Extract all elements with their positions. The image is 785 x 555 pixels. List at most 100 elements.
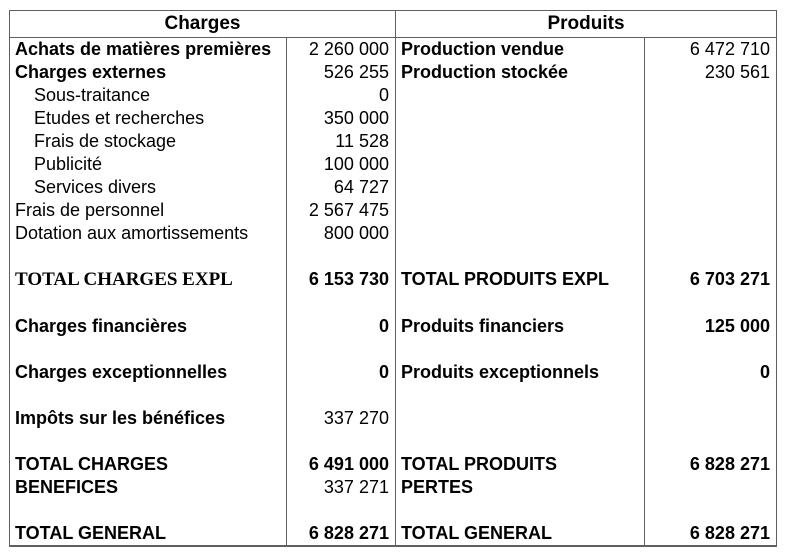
charges-label-cell: TOTAL GENERAL	[10, 521, 288, 545]
produits-label-cell	[396, 498, 646, 522]
produits-label-cell: Production stockée	[396, 61, 646, 85]
produits-label-cell: TOTAL PRODUITS	[396, 452, 646, 476]
charges-value-cell: 2 260 000	[287, 38, 396, 62]
produits-label-cell: Production vendue	[396, 38, 646, 62]
produits-value-cell	[645, 476, 776, 499]
table-row: Services divers 64 727	[10, 176, 776, 200]
charges-label-cell	[10, 245, 288, 269]
produits-value-cell	[645, 222, 776, 245]
produits-label-cell	[396, 176, 646, 200]
income-statement-table: Charges Produits Achats de matières prem…	[9, 10, 777, 547]
table-row: Sous-traitance 0	[10, 84, 776, 108]
table-row: Achats de matières premières 2 260 000 P…	[10, 38, 776, 62]
produits-label-cell	[396, 406, 646, 430]
charges-value-cell: 337 271	[287, 475, 396, 499]
table-row: TOTAL CHARGES 6 491 000 TOTAL PRODUITS 6…	[10, 452, 776, 476]
table-row: Publicité 100 000	[10, 153, 776, 177]
charges-value-cell: 0	[287, 84, 396, 108]
produits-value-cell: 125 000	[704, 315, 770, 336]
charges-value-cell: 64 727	[287, 176, 396, 200]
table-row: Charges externes 526 255 Production stoc…	[10, 61, 776, 85]
charges-label-cell: BENEFICES	[10, 475, 288, 499]
table-row	[10, 337, 776, 361]
produits-label-cell	[396, 429, 646, 453]
produits-label-cell: PERTES	[396, 475, 646, 499]
produits-value-cell: 6 828 271	[689, 522, 770, 543]
produits-value-cell	[645, 430, 776, 453]
produits-value-cell: 6 703 271	[689, 269, 770, 290]
produits-label-cell: Produits financiers	[396, 314, 646, 338]
charges-label-cell: Services divers	[10, 176, 288, 200]
charges-value-cell	[287, 429, 396, 453]
charges-label-cell: Sous-traitance	[10, 84, 288, 108]
table-row: BENEFICES 337 271 PERTES	[10, 475, 776, 499]
charges-label-cell	[10, 383, 288, 407]
charges-value-cell	[287, 337, 396, 361]
charges-value-cell	[287, 245, 396, 269]
produits-label-cell	[396, 107, 646, 131]
produits-label-cell: Produits exceptionnels	[396, 360, 646, 384]
produits-header: Produits	[547, 13, 625, 34]
charges-label-cell	[10, 291, 288, 315]
charges-label-cell: Charges financières	[10, 314, 288, 338]
charges-value-cell	[287, 383, 396, 407]
produits-value-cell	[645, 291, 776, 314]
table-header-row: Charges Produits	[10, 11, 776, 38]
table-row: Charges exceptionnelles 0 Produits excep…	[10, 360, 776, 384]
table-row	[10, 245, 776, 269]
produits-value-cell	[645, 107, 776, 130]
charges-label-cell: Dotation aux amortissements	[10, 222, 288, 246]
table-row	[10, 498, 776, 522]
produits-label-cell	[396, 337, 646, 361]
charges-label-cell: Publicité	[10, 153, 288, 177]
charges-label-cell: Frais de stockage	[10, 130, 288, 154]
produits-label-cell	[396, 199, 646, 223]
table-row: Etudes et recherches 350 000	[10, 107, 776, 131]
produits-label-cell	[396, 84, 646, 108]
table-row: TOTAL GENERAL 6 828 271 TOTAL GENERAL 6 …	[10, 521, 776, 545]
produits-label-cell	[396, 291, 646, 315]
charges-value-cell: 100 000	[287, 153, 396, 177]
charges-label-cell	[10, 498, 288, 522]
charges-value-cell: 2 567 475	[287, 199, 396, 223]
produits-label-cell	[396, 245, 646, 269]
produits-label-cell	[396, 130, 646, 154]
produits-label-cell	[396, 222, 646, 246]
table-row: Charges financières 0 Produits financier…	[10, 314, 776, 338]
charges-value-cell: 800 000	[287, 222, 396, 246]
charges-value-cell: 6 153 730	[287, 268, 396, 292]
produits-value-cell	[645, 130, 776, 153]
charges-value-cell: 0	[287, 360, 396, 384]
table-row: Frais de stockage 11 528	[10, 130, 776, 154]
charges-label-cell	[10, 337, 288, 361]
table-row	[10, 291, 776, 315]
produits-value-cell	[645, 499, 776, 522]
produits-value-cell	[645, 384, 776, 407]
table-row: Frais de personnel 2 567 475	[10, 199, 776, 223]
charges-value-cell: 350 000	[287, 107, 396, 131]
charges-label-cell: Achats de matières premières	[10, 38, 288, 62]
produits-label-cell: TOTAL GENERAL	[396, 521, 646, 545]
charges-label-cell: TOTAL CHARGES EXPL	[10, 268, 288, 292]
charges-value-cell: 6 828 271	[287, 521, 396, 545]
charges-value-cell: 337 270	[287, 406, 396, 430]
produits-value-cell	[645, 176, 776, 199]
produits-label-cell: TOTAL PRODUITS EXPL	[396, 268, 646, 292]
produits-value-cell	[645, 338, 776, 361]
charges-label-cell: Impôts sur les bénéfices	[10, 406, 288, 430]
produits-value-cell	[645, 84, 776, 107]
produits-value-cell: 6 472 710	[689, 39, 770, 60]
table-row: TOTAL CHARGES EXPL 6 153 730 TOTAL PRODU…	[10, 268, 776, 292]
charges-value-cell	[287, 291, 396, 315]
charges-label-cell: Etudes et recherches	[10, 107, 288, 131]
table-row: Dotation aux amortissements 800 000	[10, 222, 776, 246]
charges-label-cell: Charges exceptionnelles	[10, 360, 288, 384]
table-body: Achats de matières premières 2 260 000 P…	[10, 38, 776, 545]
produits-value-cell	[645, 199, 776, 222]
produits-value-cell: 230 561	[704, 62, 770, 83]
produits-value-cell	[645, 245, 776, 268]
table-row: Impôts sur les bénéfices 337 270	[10, 406, 776, 430]
charges-label-cell: TOTAL CHARGES	[10, 452, 288, 476]
charges-label-cell: Charges externes	[10, 61, 288, 85]
